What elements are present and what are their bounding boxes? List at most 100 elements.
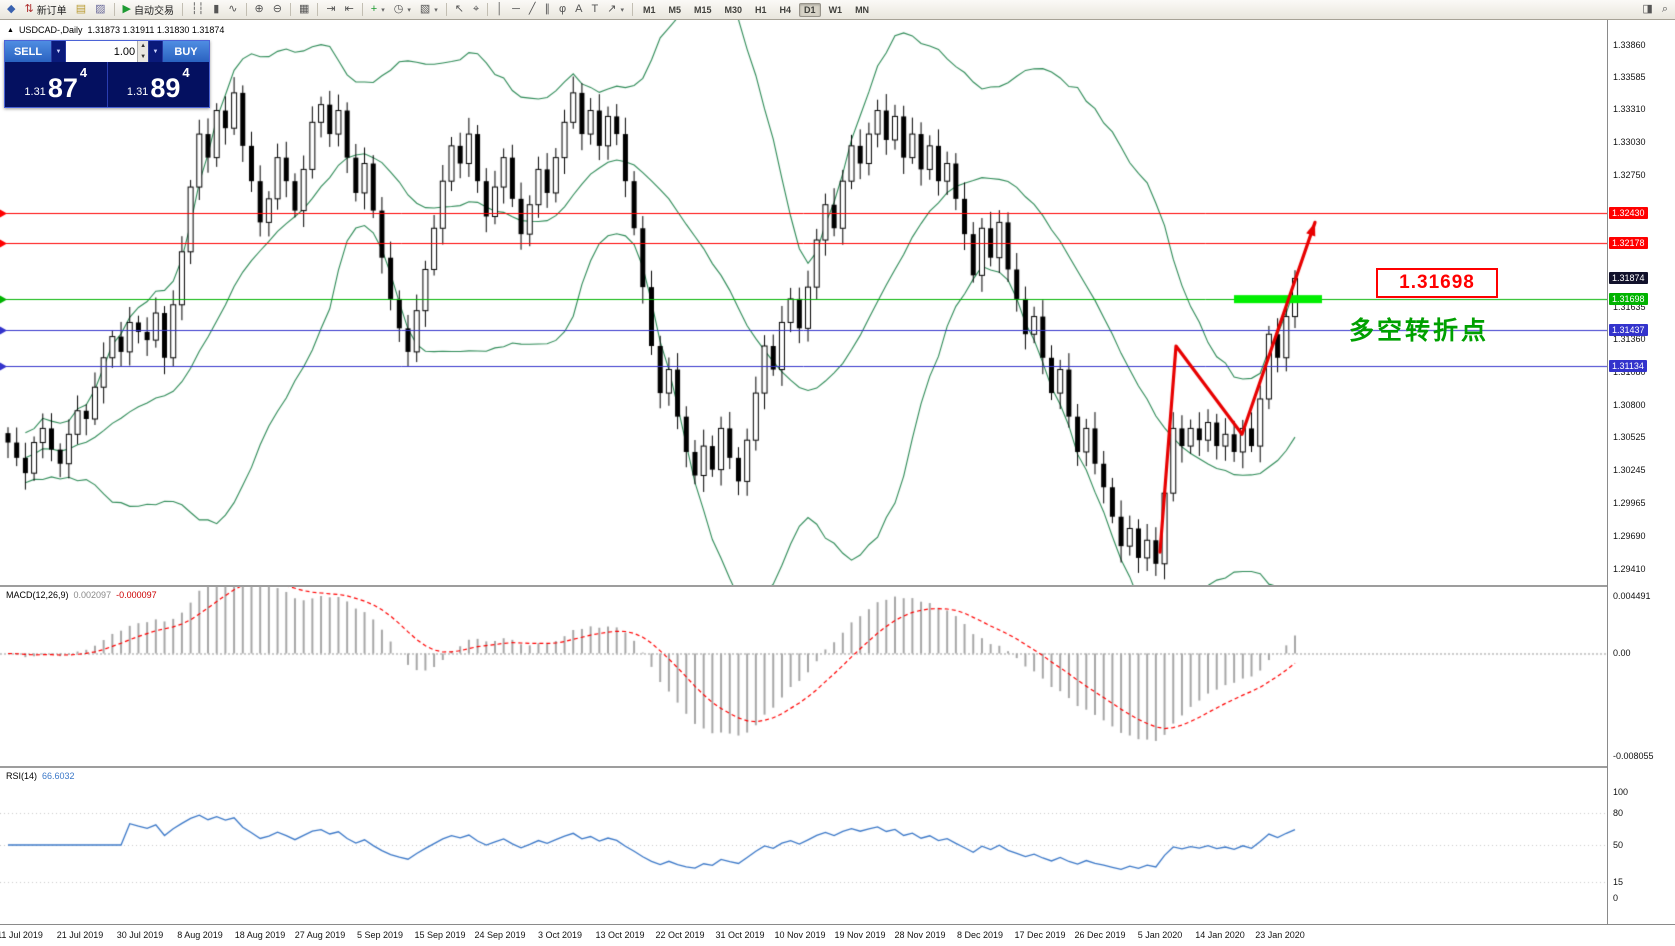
date-label: 19 Nov 2019 — [834, 930, 886, 940]
candlestick-style-icon: ▮ — [213, 3, 220, 15]
navigator-icon: ▨ — [95, 3, 106, 15]
zoom-in-icon[interactable]: ⊕ — [251, 1, 268, 19]
cursor-tool-icon[interactable]: ↖ — [451, 1, 468, 19]
date-label: 15 Sep 2019 — [414, 930, 466, 940]
price-axis-badge: 1.31874 — [1609, 272, 1648, 285]
new-order-button-label: 新订单 — [36, 6, 67, 17]
timeframe-mn[interactable]: MN — [855, 4, 870, 15]
date-label: 3 Oct 2019 — [537, 930, 583, 940]
auto-scroll-icon[interactable]: ⇥ — [322, 1, 339, 19]
timeframe-w1[interactable]: W1 — [828, 4, 843, 15]
templates-icon: ▧ — [419, 3, 431, 15]
market-watch-icon[interactable]: ▤ — [72, 1, 90, 19]
sell-price[interactable]: 1.31 87 4 — [5, 62, 107, 107]
tile-windows-icon[interactable]: ▦ — [295, 1, 313, 19]
date-label: 18 Aug 2019 — [234, 930, 286, 940]
date-label: 5 Sep 2019 — [356, 930, 404, 940]
price-axis-label: 1.33030 — [1613, 137, 1646, 148]
rsi-name: RSI(14) — [6, 771, 38, 781]
toolbar-separator — [113, 3, 115, 16]
crosshair-tool-icon: ⌖ — [473, 3, 480, 15]
order-panel-controls: SELL ▼ ▲ ▼ ▼ BUY — [5, 41, 209, 62]
volume-up-icon[interactable]: ▲ — [138, 41, 148, 52]
buy-price-pips: 89 — [150, 73, 181, 104]
line-chart-style-icon[interactable]: ∿ — [224, 1, 241, 19]
auto-trading-icon: ▶ — [122, 3, 131, 15]
timeframe-h4[interactable]: H4 — [779, 4, 792, 15]
one-click-trading-panel: SELL ▼ ▲ ▼ ▼ BUY 1.31 87 4 1.31 89 4 — [4, 40, 210, 108]
date-label: 14 Jan 2020 — [1195, 930, 1245, 940]
price-axis-label: 1.33310 — [1613, 104, 1646, 115]
price-chart-canvas[interactable] — [0, 20, 1607, 585]
date-label: 21 Jul 2019 — [56, 930, 104, 940]
price-callout-box[interactable]: 1.31698 — [1376, 268, 1498, 298]
price-axis-label: 1.29965 — [1613, 498, 1646, 509]
vertical-line-tool-icon: │ — [496, 3, 504, 15]
bar-chart-style-icon[interactable]: ┆┆ — [187, 1, 208, 19]
chevron-down-icon: ▾ — [407, 6, 411, 14]
volume-input[interactable] — [66, 41, 138, 62]
toolbar-separator — [317, 3, 319, 16]
macd-canvas[interactable] — [0, 587, 1607, 766]
price-axis-badge: 1.32178 — [1609, 236, 1648, 249]
label-tool-icon: T — [591, 3, 599, 15]
channel-tool-icon[interactable]: ∥ — [541, 1, 555, 19]
timeframe-h1[interactable]: H1 — [755, 4, 767, 15]
macd-axis-label: -0.008055 — [1613, 751, 1654, 762]
timeframe-m15[interactable]: M15 — [693, 4, 712, 15]
chart-shift-icon[interactable]: ⇤ — [341, 1, 358, 19]
rsi-canvas[interactable] — [0, 768, 1607, 924]
price-axis-label: 1.29410 — [1613, 563, 1646, 574]
timeframe-m1[interactable]: M1 — [642, 4, 656, 15]
toolbar-separator — [361, 3, 363, 16]
search-panel-icon[interactable]: ⌕ — [1658, 1, 1672, 19]
date-label: 13 Oct 2019 — [595, 930, 645, 940]
crosshair-tool-icon[interactable]: ⌖ — [469, 1, 483, 19]
time-axis[interactable]: 11 Jul 2019 21 Jul 2019 30 Jul 2019 8 Aug 2… — [0, 924, 1675, 946]
trendline-tool-icon[interactable]: ╱ — [525, 1, 540, 19]
buy-price[interactable]: 1.31 89 4 — [106, 62, 210, 107]
indicators-button[interactable]: + ▾ — [367, 1, 389, 19]
date-label: 27 Aug 2019 — [294, 930, 346, 940]
zoom-out-icon[interactable]: ⊖ — [269, 1, 286, 19]
volume-box: ▲ ▼ — [66, 41, 148, 62]
horizontal-line-tool-icon[interactable]: ─ — [508, 1, 524, 19]
periods-menu-button[interactable]: ◷ ▾ — [390, 1, 415, 19]
label-tool-icon[interactable]: T — [587, 1, 602, 19]
timeframe-m5[interactable]: M5 — [668, 4, 681, 15]
buy-options-caret-icon[interactable]: ▼ — [148, 41, 163, 62]
navigator-icon[interactable]: ▨ — [91, 1, 109, 19]
timeframe-d1[interactable]: D1 — [799, 2, 821, 17]
vertical-line-tool-icon[interactable]: │ — [492, 1, 507, 19]
date-label: 30 Jul 2019 — [116, 930, 164, 940]
date-label: 28 Nov 2019 — [894, 930, 946, 940]
rsi-axis-label: 50 — [1613, 840, 1624, 850]
fibonacci-tool-icon[interactable]: φ — [555, 1, 570, 19]
symbol-name: USDCAD-,Daily — [18, 25, 83, 35]
new-order-button[interactable]: ⇅ 新订单 — [20, 1, 70, 19]
app-icon[interactable]: ◆ — [3, 1, 19, 19]
volume-down-icon[interactable]: ▼ — [138, 51, 148, 62]
bar-chart-style-icon: ┆┆ — [190, 3, 205, 15]
sell-price-prefix: 1.31 — [24, 85, 46, 98]
turning-point-note[interactable]: 多空转折点 — [1349, 317, 1490, 345]
buy-button[interactable]: BUY — [163, 41, 209, 62]
tile-windows-icon: ▦ — [298, 3, 310, 15]
rsi-value: 66.6032 — [42, 771, 75, 781]
price-axis[interactable]: 1.33860 1.33585 1.33310 1.33030 1.32750 1.316… — [1607, 20, 1675, 924]
rsi-axis-label: 100 — [1613, 787, 1629, 797]
templates-menu-button[interactable]: ▧ ▾ — [416, 1, 442, 19]
auto-trading-button[interactable]: ▶ 自动交易 — [119, 1, 178, 19]
price-axis-label: 1.32750 — [1613, 170, 1646, 181]
community-panel-icon[interactable]: ◨ — [1638, 1, 1656, 19]
timeframe-m30[interactable]: M30 — [724, 4, 743, 15]
order-panel-prices: 1.31 87 4 1.31 89 4 — [5, 62, 209, 107]
candlestick-style-icon[interactable]: ▮ — [209, 1, 223, 19]
pane-separator — [0, 766, 1675, 768]
sell-button[interactable]: SELL — [5, 41, 51, 62]
pane-separator — [0, 585, 1675, 587]
sell-options-caret-icon[interactable]: ▼ — [51, 41, 66, 62]
text-tool-icon[interactable]: A — [571, 1, 586, 19]
arrows-tool-icon[interactable]: ↗ ▾ — [603, 1, 628, 19]
